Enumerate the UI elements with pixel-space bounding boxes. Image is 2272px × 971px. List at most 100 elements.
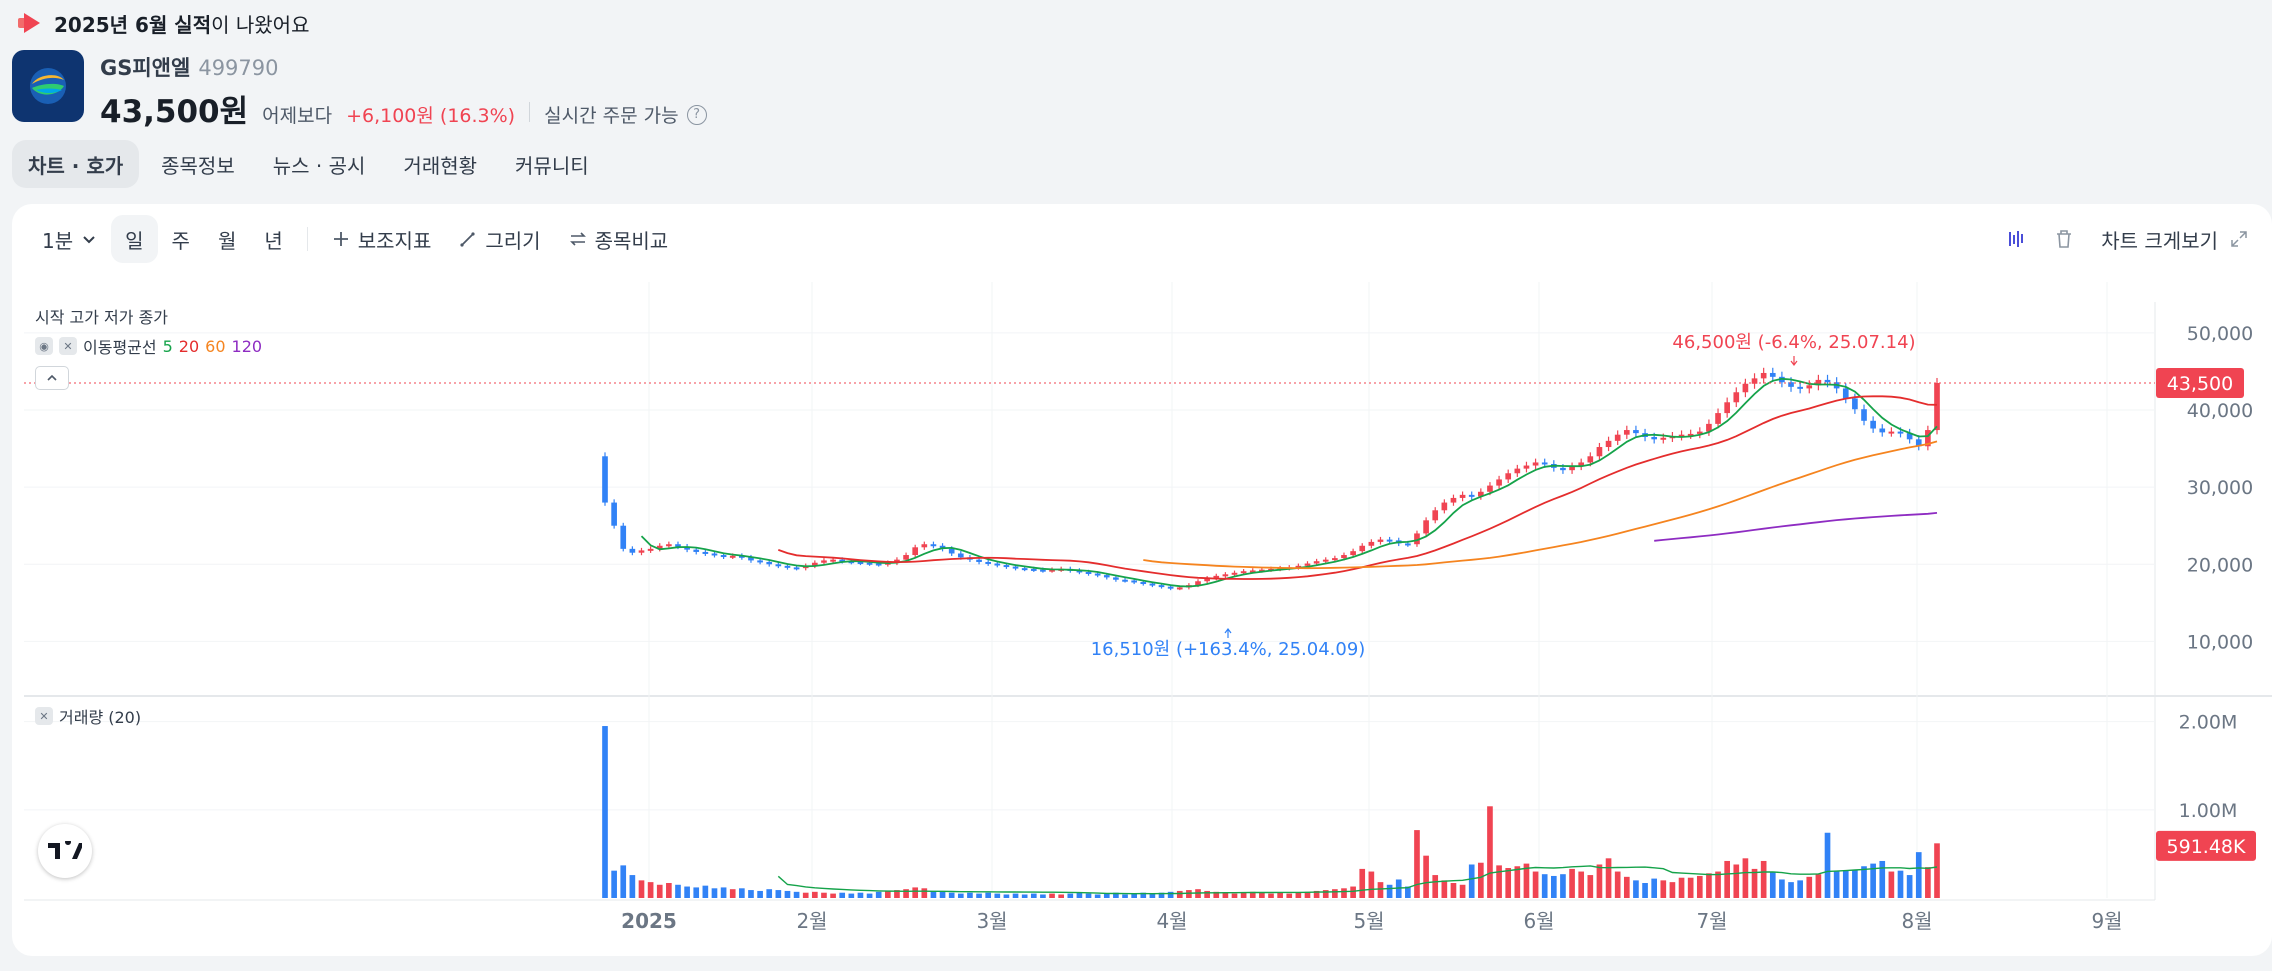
volume-bar [921,888,928,898]
volume-bar [1888,871,1895,898]
candle [1040,569,1046,572]
candle [1021,568,1028,571]
candle [666,544,672,547]
candle [1478,491,1484,497]
volume-legend: ✕ 거래량 (20) [35,704,141,728]
pencil-icon [460,232,475,247]
candle [1149,583,1156,586]
candle [656,545,663,549]
candle [1423,520,1429,534]
period-week[interactable]: 주 [171,228,190,253]
candle [903,555,909,560]
candle [1505,473,1512,480]
volume-bar [1523,863,1530,898]
candle [766,561,773,565]
candle [1468,494,1475,497]
period-day[interactable]: 일 [111,215,158,263]
volume-bar [684,886,690,898]
candle [1842,388,1849,399]
volume-bar [1514,866,1521,898]
candle [1377,539,1384,542]
expand-label: 차트 크게보기 [2101,228,2218,253]
draw-button[interactable]: 그리기 [445,215,554,263]
tab-stock-info[interactable]: 종목정보 [161,153,235,178]
ohlc-legend: 시작 고가 저가 종가 [35,308,169,327]
expand-chart-button[interactable]: 차트 크게보기 [2101,225,2248,254]
volume-bar [1377,882,1384,898]
candle [1167,586,1174,589]
candle [1724,402,1730,414]
tab-trading-status[interactable]: 거래현황 [403,153,478,178]
candle [1523,465,1530,469]
interval-dropdown[interactable]: 1분 [28,215,111,263]
volume-bar [1158,892,1165,898]
chart-type-icon[interactable] [2005,228,2027,250]
company-logo [12,50,84,122]
candle [1751,378,1758,384]
tab-community[interactable]: 커뮤니티 [515,153,589,178]
announcement-banner[interactable]: 2025년 6월 실적이 나왔어요 [18,8,309,38]
volume-bar [1268,893,1274,898]
tradingview-logo[interactable] [38,824,92,878]
volume-bar [1678,877,1685,898]
period-year[interactable]: 년 [264,228,283,253]
volume-bar [1934,843,1940,898]
visibility-icon[interactable]: ◉ [35,337,53,355]
period-month[interactable]: 월 [217,228,237,253]
volume-bar [884,890,891,898]
price-chart[interactable]: 50,000 40,000 30,000 20,000 10,000 2.00M 1.00M… [12,204,2272,956]
volume-bar [1204,890,1210,898]
volume-bar [1852,869,1858,898]
ma-label: 이동평균선 [83,338,157,357]
draw-label: 그리기 [485,228,541,253]
collapse-legend-button[interactable] [35,366,69,390]
candle [1368,541,1375,546]
indicator-button[interactable]: 보조지표 [318,215,446,263]
close-icon[interactable]: ✕ [59,337,77,355]
volume-bar [821,892,827,898]
candle [857,561,864,564]
help-icon[interactable]: ? [686,104,707,125]
volume-bar [656,884,663,898]
candle [812,562,818,566]
interval-label: 1분 [42,228,74,253]
price-tick-label: 40,000 [2187,400,2253,422]
volume-bar [903,889,909,898]
volume-bar [748,890,754,898]
volume-bar [1021,894,1028,898]
tab-news-disclosure[interactable]: 뉴스 · 공시 [272,153,366,178]
candle [1085,572,1092,574]
candle [957,553,964,558]
candle [930,544,937,547]
volume-bar [1113,892,1119,898]
volume-bar [1724,860,1730,898]
volume-bar [638,880,645,898]
candle [739,555,745,558]
candle [1496,479,1502,486]
candle [1925,430,1931,447]
volume-bar [1249,891,1256,898]
volume-bar [1669,882,1676,898]
candle [1651,437,1658,440]
trash-icon[interactable] [2053,228,2075,250]
volume-bar [1186,890,1192,898]
candle [1888,431,1895,434]
candle [1696,431,1703,434]
time-tick-label: 4월 [1156,909,1187,933]
stock-name: GS피앤엘 [100,56,191,80]
close-icon[interactable]: ✕ [35,707,53,725]
volume-bar [1587,875,1594,898]
candle [848,561,855,564]
volume-bar [784,890,791,898]
candle [1122,579,1128,582]
tab-chart-orderbook[interactable]: 차트 · 호가 [12,140,140,188]
low-annotation: 16,510원 (+163.4%, 25.04.09) [1091,639,1366,660]
candle [620,525,627,549]
compare-button[interactable]: 종목비교 [555,215,683,263]
candle [1605,440,1612,448]
volume-bar [1633,880,1639,898]
volume-bar [720,887,727,898]
volume-bar [1532,871,1539,898]
candle [720,555,727,558]
volume-bar [702,885,709,898]
